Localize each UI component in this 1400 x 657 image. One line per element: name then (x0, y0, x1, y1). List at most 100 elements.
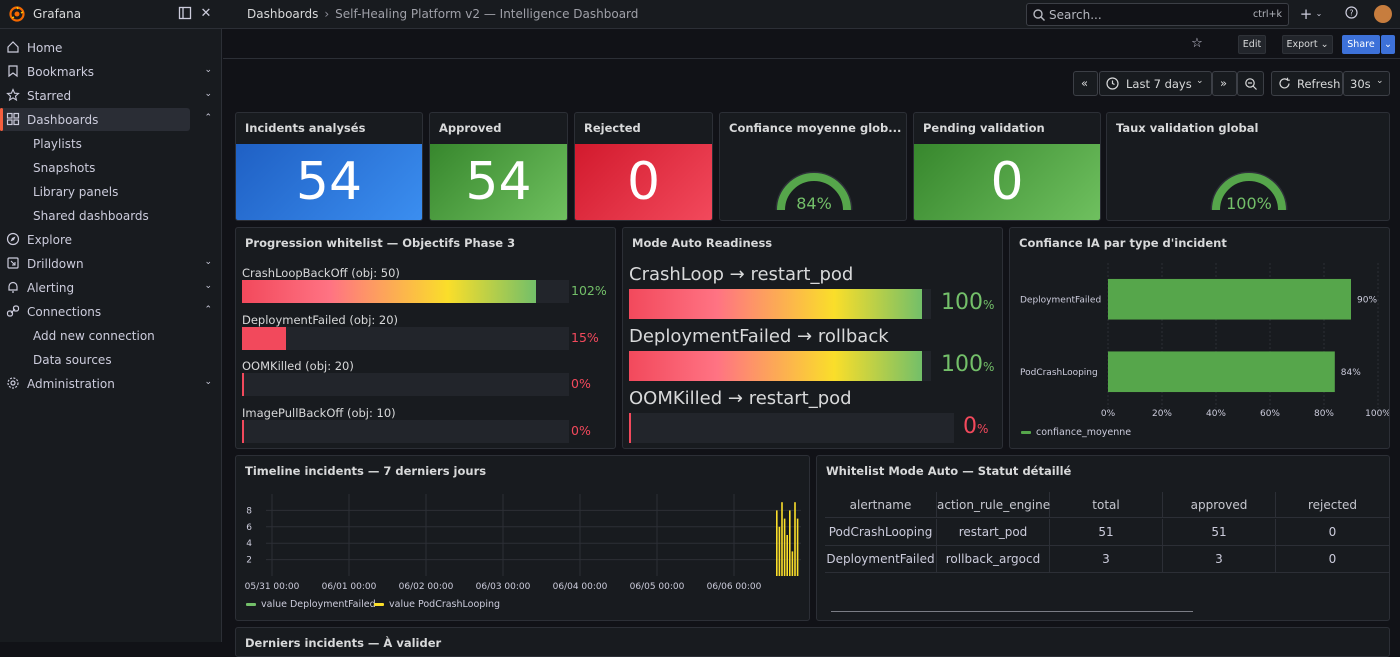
panel-mode-auto-readiness[interactable]: Mode Auto Readiness CrashLoop → restart_… (622, 227, 1003, 449)
sidebar-item-bookmarks[interactable]: Bookmarks ⌄ (0, 60, 222, 83)
help-icon[interactable]: ? (1343, 6, 1359, 22)
bar (1108, 351, 1335, 393)
sidebar-item-label: Explore (27, 233, 73, 247)
panel-derniers-incidents[interactable]: Derniers incidents — À valider (235, 627, 1390, 657)
sidebar-item-administration[interactable]: Administration ⌄ (0, 372, 222, 395)
grafana-logo-icon[interactable] (9, 6, 25, 22)
add-new-icon[interactable]: + (1299, 5, 1313, 23)
breadcrumb-dashboards[interactable]: Dashboards (247, 7, 319, 21)
sidebar-item-playlists[interactable]: Playlists (0, 132, 222, 155)
panel-title: Progression whitelist — Objectifs Phase … (245, 236, 516, 250)
chevron-up-icon[interactable]: ⌃ (204, 305, 212, 315)
panel-title: Confiance IA par type d'incident (1019, 236, 1227, 250)
table-header-cell[interactable]: total (1050, 492, 1163, 518)
table-scrollbar[interactable] (831, 611, 1193, 612)
x-tick-label: 100% (1365, 409, 1389, 419)
sidebar-item-shared-dashboards[interactable]: Shared dashboards (0, 204, 222, 227)
y-tick-label: 4 (246, 539, 252, 549)
bar-value-label: 84% (1341, 368, 1361, 378)
panel-title: Taux validation global (1116, 121, 1259, 135)
bar-gauge-label: ImagePullBackOff (obj: 10) (242, 405, 396, 420)
bar-value-label: 90% (1357, 295, 1377, 305)
panel-whitelist-table[interactable]: Whitelist Mode Auto — Statut détaillé al… (816, 455, 1390, 621)
share-button[interactable]: Share (1342, 35, 1380, 54)
search-input[interactable]: Search... ctrl+k (1026, 3, 1289, 26)
sidebar-item-connections[interactable]: Connections ⌃ (0, 300, 222, 323)
sidebar-item-label: Connections (27, 305, 102, 319)
table-header-cell[interactable]: alertname (825, 492, 937, 518)
readiness-unit: % (983, 298, 995, 312)
panel-pending-validation[interactable]: Pending validation 0 (913, 112, 1101, 221)
edit-button[interactable]: Edit (1238, 35, 1266, 54)
app-name: Grafana (33, 7, 82, 21)
close-menu-icon[interactable]: ✕ (200, 6, 212, 21)
time-forward-button[interactable]: » (1212, 71, 1237, 96)
chevron-down-icon[interactable]: ⌄ (204, 65, 212, 75)
breadcrumb-current: Self-Healing Platform v2 — Intelligence … (335, 7, 639, 21)
sidebar-item-explore[interactable]: Explore (0, 228, 222, 251)
sidebar-item-drilldown[interactable]: Drilldown ⌄ (0, 252, 222, 275)
sidebar-item-snapshots[interactable]: Snapshots (0, 156, 222, 179)
panel-rejected[interactable]: Rejected 0 (574, 112, 713, 221)
panel-timeline-incidents[interactable]: Timeline incidents — 7 derniers jours 2 4… (235, 455, 810, 621)
table-cell: 51 (1050, 519, 1163, 545)
share-dropdown-icon[interactable]: ⌄ (1381, 35, 1395, 54)
dashboards-icon (6, 112, 20, 126)
panel-progression-whitelist[interactable]: Progression whitelist — Objectifs Phase … (235, 227, 616, 449)
panel-confiance-ia[interactable]: Confiance IA par type d'incident 0% 20% 40… (1009, 227, 1390, 449)
sidebar-item-add-new-connection[interactable]: Add new connection (0, 324, 222, 347)
star-icon (6, 88, 20, 102)
chevron-down-icon[interactable]: ⌄ (204, 257, 212, 267)
panel-title: Incidents analysés (245, 121, 366, 135)
time-range-picker[interactable]: Last 7 days ⌄ (1099, 71, 1212, 96)
table-header-cell[interactable]: action_rule_engine (937, 492, 1050, 518)
panel-title: Pending validation (923, 121, 1045, 135)
table-header-row: alertname action_rule_engine total approved… (825, 492, 1389, 518)
sidebar-item-label: Dashboards (27, 113, 99, 127)
panel-title: Confiance moyenne glob... (729, 121, 902, 135)
link-icon (6, 305, 20, 317)
chevron-down-icon[interactable]: ⌄ (1315, 9, 1323, 18)
refresh-label: Refresh (1297, 77, 1341, 91)
readiness-track (629, 289, 931, 319)
sidebar-item-library-panels[interactable]: Library panels (0, 180, 222, 203)
refresh-interval-picker[interactable]: 30s ⌄ (1343, 71, 1390, 96)
legend-item[interactable]: confiance_moyenne (1021, 427, 1131, 438)
breadcrumb-separator-icon: › (324, 7, 330, 21)
dock-menu-icon[interactable] (177, 6, 193, 22)
table-row[interactable]: DeploymentFailed rollback_argocd 3 3 0 (825, 546, 1389, 573)
legend-item-deploymentfailed[interactable]: value DeploymentFailed (246, 599, 376, 610)
legend-item-podcrashlooping[interactable]: value PodCrashLooping (374, 599, 500, 610)
legend-label: value PodCrashLooping (389, 599, 501, 610)
chevron-down-icon[interactable]: ⌄ (204, 281, 212, 291)
user-avatar[interactable] (1374, 5, 1392, 23)
panel-confiance-moyenne[interactable]: Confiance moyenne glob... 84% (719, 112, 907, 221)
sidebar-item-label: Snapshots (33, 161, 96, 175)
sidebar-item-data-sources[interactable]: Data sources (0, 348, 222, 371)
panel-approved[interactable]: Approved 54 (429, 112, 568, 221)
chevron-up-icon[interactable]: ⌃ (204, 113, 212, 123)
time-back-button[interactable]: « (1073, 71, 1098, 96)
star-icon[interactable]: ☆ (1191, 36, 1203, 51)
sidebar-item-home[interactable]: Home (0, 36, 222, 59)
sidebar-item-label: Data sources (33, 353, 112, 367)
bar (786, 535, 788, 576)
table-header-cell[interactable]: rejected (1307, 498, 1358, 512)
chevron-down-icon[interactable]: ⌄ (204, 377, 212, 387)
export-button[interactable]: Export ⌄ (1282, 35, 1333, 54)
x-tick-label: 60% (1260, 409, 1280, 419)
table-row[interactable]: PodCrashLooping restart_pod 51 51 0 (825, 519, 1389, 546)
table-cell: restart_pod (937, 519, 1050, 545)
panel-incidents-analyses[interactable]: Incidents analysés 54 (235, 112, 423, 221)
panel-taux-validation[interactable]: Taux validation global 100% (1106, 112, 1390, 221)
bar-gauge-fill (242, 419, 244, 443)
sidebar-item-alerting[interactable]: Alerting ⌄ (0, 276, 222, 299)
sidebar-item-label: Starred (27, 89, 72, 103)
chevron-down-icon[interactable]: ⌄ (204, 89, 212, 99)
table-cell: 0 (1328, 525, 1337, 539)
table-header-cell[interactable]: approved (1163, 492, 1276, 518)
zoom-out-button[interactable] (1237, 71, 1264, 96)
sidebar-item-dashboards[interactable]: Dashboards ⌃ (0, 108, 212, 131)
sidebar-item-starred[interactable]: Starred ⌄ (0, 84, 222, 107)
refresh-button[interactable]: Refresh (1271, 71, 1343, 96)
